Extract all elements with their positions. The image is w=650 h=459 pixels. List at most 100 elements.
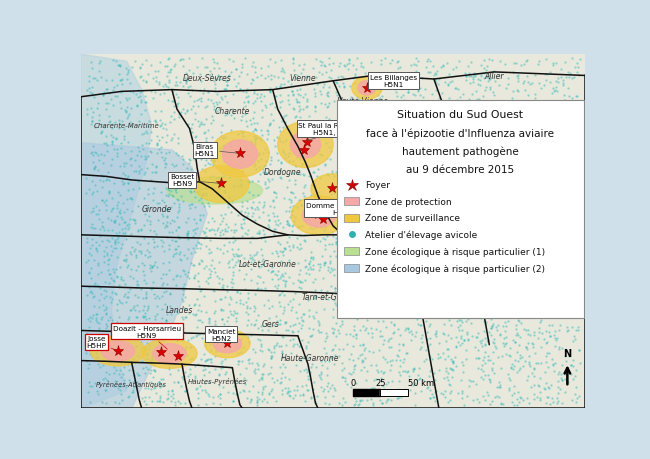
Point — [131, 343, 141, 350]
Text: 50 km: 50 km — [408, 379, 434, 387]
Point — [278, 139, 288, 146]
Point — [192, 401, 203, 409]
Point — [136, 248, 146, 255]
Point — [354, 96, 364, 104]
Point — [276, 273, 286, 280]
Point — [171, 74, 181, 81]
Point — [190, 204, 200, 212]
Point — [273, 275, 283, 283]
Point — [379, 386, 389, 393]
Point — [322, 89, 333, 96]
Point — [185, 370, 195, 378]
Point — [116, 140, 127, 147]
Point — [196, 386, 207, 393]
Point — [401, 70, 411, 78]
Point — [98, 302, 108, 309]
Point — [479, 318, 489, 325]
Point — [138, 271, 149, 279]
Point — [304, 259, 315, 267]
Point — [215, 296, 226, 303]
Point — [502, 371, 513, 378]
Point — [148, 95, 158, 102]
Point — [324, 84, 335, 91]
Point — [541, 72, 552, 79]
Point — [115, 210, 125, 217]
Point — [471, 71, 481, 78]
Point — [103, 100, 113, 107]
Point — [316, 101, 326, 108]
Point — [533, 360, 543, 367]
Point — [190, 301, 200, 308]
Point — [286, 350, 296, 357]
Point — [216, 275, 227, 283]
Point — [94, 282, 104, 290]
Point — [227, 246, 237, 253]
Point — [170, 273, 181, 280]
Point — [158, 125, 168, 132]
Point — [423, 384, 434, 392]
Point — [434, 95, 444, 102]
Point — [226, 311, 236, 318]
Point — [253, 388, 263, 396]
Point — [296, 356, 306, 364]
Point — [112, 384, 123, 392]
Point — [253, 192, 263, 199]
Point — [268, 209, 278, 217]
Point — [265, 354, 276, 362]
Point — [275, 291, 285, 298]
Point — [133, 263, 144, 270]
Point — [398, 75, 408, 82]
Point — [98, 92, 108, 99]
Point — [549, 368, 559, 375]
Point — [84, 331, 95, 339]
Point — [339, 63, 350, 71]
Point — [292, 154, 302, 162]
Point — [235, 86, 246, 93]
Point — [96, 316, 107, 323]
Point — [290, 321, 300, 328]
Point — [196, 55, 207, 62]
Point — [358, 342, 369, 349]
Point — [200, 138, 211, 145]
Point — [240, 56, 250, 63]
Point — [425, 367, 436, 375]
Point — [547, 322, 558, 329]
Point — [425, 365, 436, 373]
Point — [331, 319, 341, 326]
Point — [272, 268, 283, 275]
Point — [489, 68, 499, 75]
Point — [307, 332, 317, 339]
Point — [214, 106, 224, 113]
Point — [288, 92, 298, 99]
Point — [107, 141, 117, 149]
Point — [310, 103, 320, 111]
Point — [176, 177, 186, 185]
Point — [186, 166, 196, 174]
Point — [302, 372, 313, 380]
Point — [150, 368, 161, 375]
Point — [277, 332, 287, 340]
Point — [101, 252, 112, 259]
Point — [324, 100, 335, 107]
Point — [416, 388, 426, 395]
Point — [289, 106, 300, 114]
Point — [123, 139, 133, 146]
Point — [94, 296, 104, 303]
Point — [238, 344, 248, 351]
Point — [309, 393, 320, 400]
Point — [150, 381, 161, 388]
Point — [252, 249, 262, 256]
Point — [563, 367, 573, 374]
Point — [273, 216, 283, 224]
Point — [304, 138, 315, 145]
Point — [263, 370, 273, 378]
Point — [543, 328, 554, 336]
Point — [168, 394, 178, 402]
Point — [161, 192, 171, 200]
Point — [110, 118, 120, 126]
Point — [103, 316, 114, 324]
Point — [214, 372, 224, 379]
Point — [547, 356, 557, 364]
Point — [542, 393, 552, 401]
Point — [257, 327, 267, 334]
